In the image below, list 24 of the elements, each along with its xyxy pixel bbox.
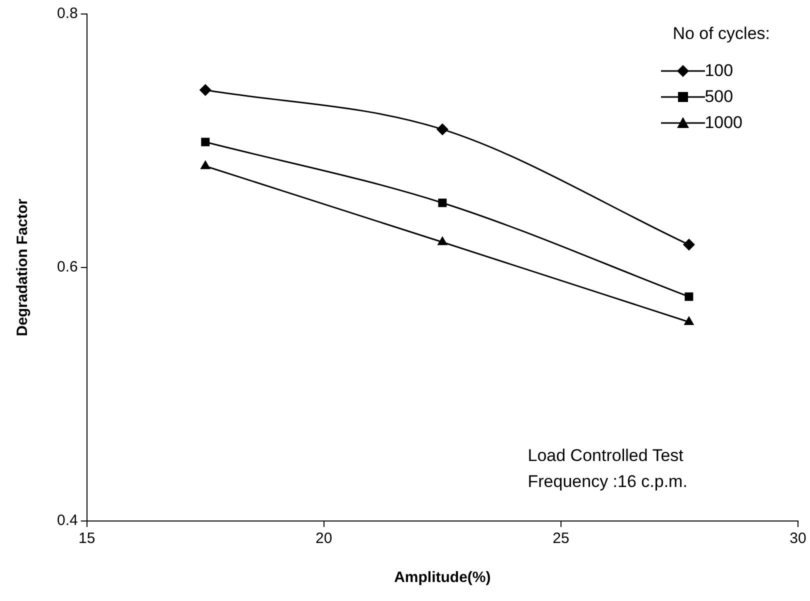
point — [199, 84, 212, 96]
y-axis-title: Degradation Factor — [14, 198, 32, 336]
point — [682, 238, 695, 251]
x-tick-label: 30 — [790, 530, 806, 548]
point — [684, 292, 694, 301]
legend-label: 1000 — [704, 113, 743, 133]
point — [201, 138, 210, 146]
y-tick-label: 0.8 — [56, 5, 78, 22]
point — [684, 316, 694, 326]
y-tick-label: 0.6 — [56, 258, 78, 276]
x-tick-label: 25 — [552, 530, 570, 548]
point — [200, 160, 211, 170]
x-axis-title: Amplitude(%) — [394, 569, 491, 586]
point — [438, 198, 447, 208]
x-tick-label: 15 — [78, 530, 96, 548]
annotation: Frequency :16 c.p.m. — [528, 471, 688, 493]
x-tick-label: 20 — [316, 530, 332, 548]
y-tick-label: 0.4 — [56, 512, 78, 530]
annotation: Load Controlled Test — [528, 445, 684, 467]
legend-label: 500 — [704, 87, 734, 107]
point — [436, 123, 448, 136]
legend-label: 100 — [704, 61, 734, 81]
legend-title: No of cycles: — [672, 24, 770, 44]
point — [437, 236, 448, 246]
